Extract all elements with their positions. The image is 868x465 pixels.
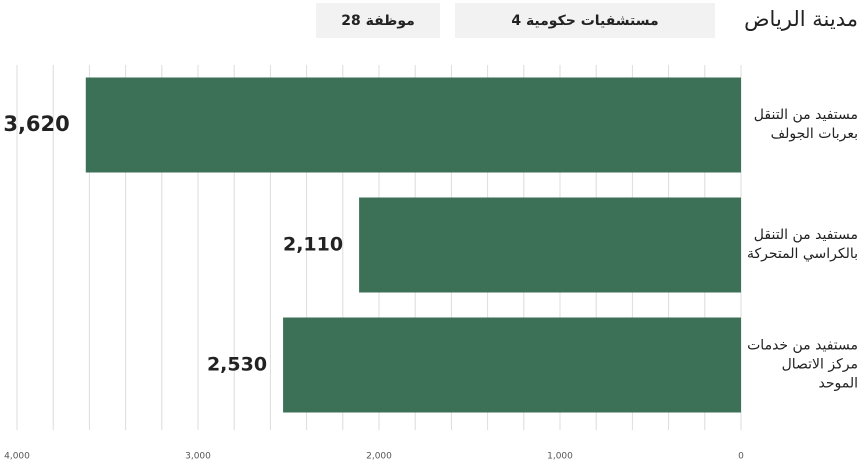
badge-bg <box>455 3 715 38</box>
bar <box>85 77 741 173</box>
x-tick-label: 1,000 <box>547 452 573 462</box>
bar <box>359 197 741 293</box>
x-tick-label: 4,000 <box>4 452 30 462</box>
badge-bg <box>316 3 440 38</box>
x-tick-label: 3,000 <box>185 452 211 462</box>
chart-title: مدينة الرياض <box>744 7 858 31</box>
value-label: 2,110 <box>283 234 343 256</box>
x-tick-label: 0 <box>738 452 744 462</box>
value-label: 3,620 <box>3 112 69 136</box>
badge: 28 موظفة <box>341 13 415 29</box>
category-label: مستفيد من خدمات مركز الاتصال الموحد <box>747 337 858 392</box>
bar <box>283 317 741 413</box>
value-label: 2,530 <box>207 354 267 376</box>
category-label: مستفيد من التنقل بعربات الجولف <box>753 107 858 142</box>
x-tick-label: 2,000 <box>366 452 392 462</box>
category-label: مستفيد من التنقل بالكراسي المتحركة <box>746 227 858 262</box>
badge: 4 مستشفيات حكومية <box>511 13 658 29</box>
